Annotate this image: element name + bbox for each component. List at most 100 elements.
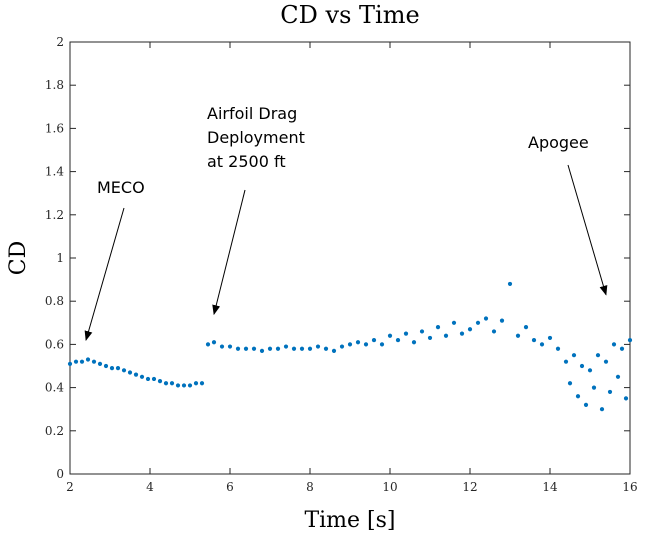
data-point (371, 337, 377, 343)
data-point (181, 383, 187, 388)
annotation-line: MECO (97, 178, 145, 197)
data-point (355, 340, 361, 345)
data-point (603, 359, 609, 364)
annotation-line: Apogee (528, 133, 589, 152)
data-point (499, 318, 505, 323)
data-point (591, 385, 597, 390)
data-point (419, 329, 425, 334)
data-point (275, 346, 281, 351)
data-point (291, 346, 297, 351)
data-point (323, 346, 329, 351)
data-point (121, 368, 127, 373)
data-point (435, 325, 441, 330)
data-point (175, 383, 181, 388)
annotation-label: Airfoil Drag Deployment at 2500 ft (207, 104, 305, 171)
y-tick-label: 1.6 (45, 121, 64, 135)
annotation-line: Deployment (207, 128, 305, 147)
data-point (615, 374, 621, 379)
y-tick-label: 1.8 (45, 78, 64, 92)
data-point (139, 374, 145, 379)
x-tick-label: 10 (382, 480, 397, 494)
data-point (169, 381, 175, 386)
data-point (579, 363, 585, 369)
data-point (607, 389, 613, 395)
x-tick-label: 12 (462, 480, 477, 494)
annotation-line: at 2500 ft (207, 152, 286, 171)
data-point (599, 407, 605, 412)
data-point (555, 346, 561, 351)
data-point (395, 337, 401, 343)
chart-title: CD vs Time (280, 1, 419, 29)
y-tick-label: 0 (56, 467, 64, 481)
data-point (219, 344, 225, 349)
data-point (79, 359, 85, 364)
data-point (575, 394, 581, 399)
annotation-label: MECO (97, 178, 145, 197)
x-tick-label: 6 (226, 480, 234, 494)
data-point (307, 346, 313, 351)
annotation-arrow (567, 164, 608, 296)
data-point (403, 331, 409, 336)
data-point (235, 346, 241, 351)
data-point (531, 337, 537, 343)
y-tick-label: 2 (56, 35, 64, 49)
data-point (193, 381, 199, 386)
data-point (587, 368, 593, 373)
data-point (205, 342, 211, 347)
data-point (507, 281, 513, 287)
x-axis-ticks: 2 4 6 8 10 12 14 16 (66, 42, 638, 494)
data-point (619, 346, 625, 351)
data-point (411, 340, 417, 345)
x-tick-label: 4 (146, 480, 154, 494)
data-point (583, 402, 589, 407)
data-point (339, 344, 345, 349)
data-point (109, 366, 115, 371)
data-point (267, 346, 273, 351)
y-tick-label: 0.6 (45, 337, 64, 351)
data-point (467, 327, 473, 332)
data-point (611, 342, 617, 347)
y-tick-label: 1 (56, 251, 64, 265)
data-point (133, 372, 139, 377)
data-point (539, 342, 545, 347)
data-point (259, 348, 265, 353)
data-point (443, 333, 449, 338)
data-point (627, 337, 633, 343)
annotation-line: Airfoil Drag (207, 104, 297, 123)
y-axis-title: CD (6, 241, 31, 275)
data-point (315, 344, 321, 349)
data-point (157, 379, 163, 384)
data-point (595, 353, 601, 358)
data-point (73, 359, 79, 364)
data-point (547, 335, 553, 341)
data-point (145, 376, 151, 382)
data-point (283, 344, 289, 349)
data-point (567, 381, 573, 386)
x-axis-title: Time [s] (304, 508, 395, 533)
x-tick-label: 14 (542, 480, 558, 494)
data-point (491, 329, 497, 334)
data-point (363, 342, 369, 347)
data-point (299, 346, 305, 351)
data-point (199, 381, 205, 386)
annotation-arrow (212, 189, 246, 316)
data-point (127, 370, 133, 375)
data-point (475, 320, 481, 325)
data-point (347, 342, 353, 347)
y-tick-label: 0.2 (45, 424, 64, 438)
data-point (151, 376, 157, 382)
data-point (331, 348, 337, 353)
data-point (563, 359, 569, 364)
annotation-label: Apogee (528, 133, 589, 152)
data-point (97, 361, 103, 366)
data-point (515, 333, 521, 338)
plot-area (70, 42, 630, 474)
data-point (251, 346, 257, 351)
data-point (85, 357, 91, 362)
data-point (243, 346, 249, 351)
data-point (427, 335, 433, 341)
data-point (115, 366, 121, 371)
annotations: MECO Airfoil Drag Deployment at 2500 ft Apog… (84, 104, 608, 342)
data-point (379, 342, 385, 347)
